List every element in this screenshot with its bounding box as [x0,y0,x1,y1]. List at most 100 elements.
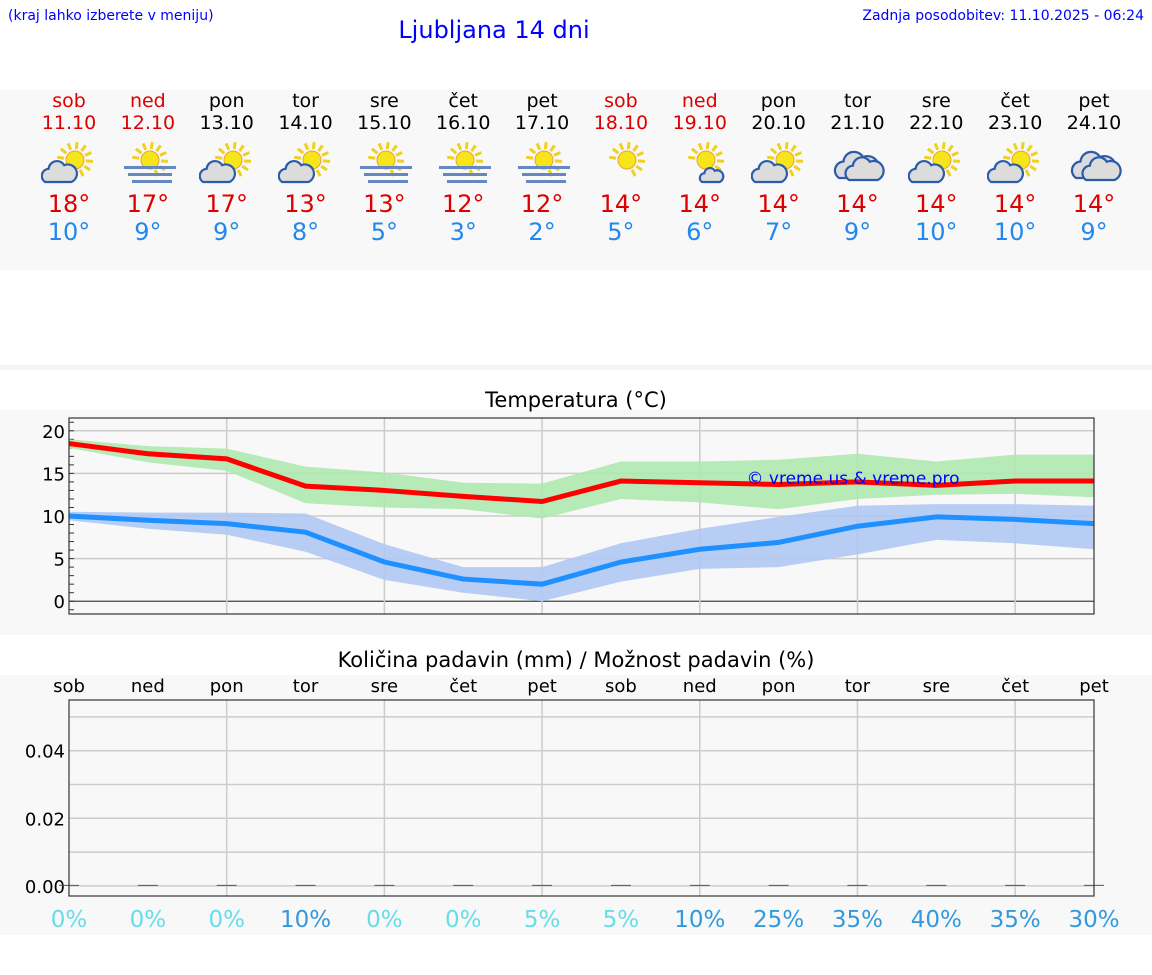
sun-ray [687,155,696,160]
day-date: 17.10 [514,112,570,134]
sun-ray [217,147,225,155]
fog-line [518,166,571,169]
cloudy-icon [834,150,886,182]
day-date: 14.10 [278,112,333,134]
precipitation-bar [1005,884,1026,886]
sun-ray [470,144,478,152]
sun-ray [59,147,68,155]
cloud-shape [750,160,788,184]
x-day-label: pon [210,676,244,697]
y-tick-label: 0 [54,592,65,613]
min-temperature: 9° [843,218,872,246]
sun-cloud-icon [750,141,803,184]
precipitation-probability: 25% [753,907,804,933]
city-menu-hint: (kraj lahko izberete v meniju) [8,8,214,24]
sun-fog-icon [439,141,492,183]
sun-ray [950,164,959,172]
max-temperature: 13° [363,190,406,218]
sun-ray [319,164,328,172]
sun-ray [1030,151,1039,157]
x-day-label: ned [683,676,717,697]
sun-ray [942,141,946,150]
sun-small-cloud-icon [687,141,725,184]
sun-ray [74,141,79,150]
fog-line [522,173,567,176]
sun-ray [715,151,723,157]
sun-ray [711,144,718,152]
sun-ray [316,144,324,152]
sun-ray [131,155,140,160]
sun-ray [236,169,243,177]
sun-ray [553,151,562,157]
day-column: čet 16.10 12° 3° [423,90,503,246]
sun-cloud-icon [908,141,961,184]
fog-line [526,180,567,183]
day-column: pon 13.10 17° 9° [187,90,267,246]
sun-ray [447,155,455,160]
day-column: tor 21.10 14° 9° [817,90,897,246]
precipitation-probability: 30% [1068,907,1119,933]
y-tick-label: 0.00 [25,877,65,898]
sun-ray [1012,142,1019,151]
fog-line [127,173,172,176]
precipitation-bar [926,884,947,886]
day-name: pon [208,90,245,112]
sun-ray [697,142,703,151]
day-column: čet 23.10 14° 10° [975,90,1055,246]
precipitation-chart: 0.00 0.02 0.04 sob 0% ned 0% pon 0% tor 10% sre 0% če… [25,676,1120,933]
sun-cloud-icon [41,141,94,184]
sun-ray [241,164,249,172]
precipitation-bar [453,884,474,886]
sun-ray [465,141,469,150]
page-title: Ljubljana 14 dni [398,16,590,44]
sun-ray [795,159,803,163]
sun-ray [1026,144,1033,152]
max-range-band [69,439,1094,519]
sun-ray [776,142,782,151]
day-date: 18.10 [593,112,649,134]
sun-disc [696,150,716,170]
max-temperature: 17° [126,190,170,218]
max-temperature: 13° [284,190,327,218]
sun-ray [924,155,932,160]
day-name: tor [292,90,319,112]
precipitation-probability: 40% [911,907,962,933]
min-temperature-line [68,513,1095,587]
y-tick-label: 15 [42,464,65,485]
sun-ray [378,142,384,151]
sun-ray [535,142,542,151]
plot-frame [68,417,1095,615]
sun-ray [85,159,94,163]
precipitation-chart-title: Količina padavin (mm) / Možnost padavin … [337,648,815,672]
precipitation-bar [137,884,158,886]
fog-line [447,180,488,183]
day-column: sob 18.10 14° 5° [581,90,661,246]
sun-ray [80,144,87,152]
x-day-label: čet [449,676,477,697]
x-day-label: pet [1079,676,1109,697]
sun-ray [549,144,556,152]
day-name: pet [526,90,558,112]
day-date: 13.10 [199,112,254,134]
max-temperature: 17° [205,190,248,218]
precipitation-probability: 10% [280,907,331,933]
precipitation-bar [295,884,316,886]
sun-ray [371,147,379,155]
day-column: ned 12.10 17° 9° [108,90,188,246]
precipitation-probability: 5% [524,907,561,933]
sun-ray [134,147,143,155]
daily-forecast: sob 11.10 18° 10° ned 12.10 17° 9° pon 13.… [0,90,1152,270]
sun-ray [953,159,961,163]
min-temperature: 9° [134,218,162,246]
sun-ray [160,159,168,163]
cloud-shape [1081,156,1122,182]
sun-ray [155,144,162,152]
day-name: sre [369,90,399,112]
cloud-shape [844,156,886,182]
sun-ray [242,151,250,157]
day-date: 24.10 [1066,112,1122,134]
precipitation-bar [532,884,553,886]
day-date: 16.10 [436,112,491,134]
sun-ray [945,169,952,177]
sun-ray [951,151,960,157]
